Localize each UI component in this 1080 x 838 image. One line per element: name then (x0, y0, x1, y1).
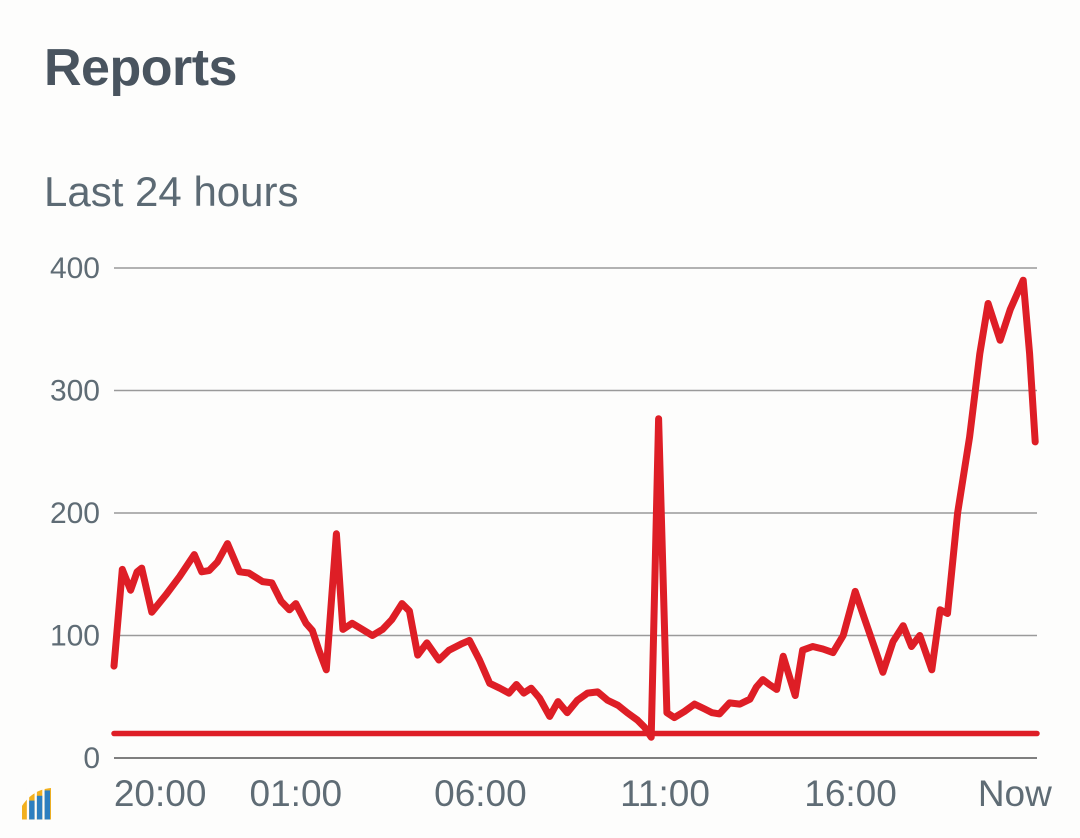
x-tick-label-Now: Now (978, 773, 1052, 814)
y-tick-label-0: 0 (83, 742, 100, 775)
x-tick-label-0100: 01:00 (250, 773, 343, 814)
logo-gap (42, 787, 45, 820)
x-tick-label-1100: 11:00 (620, 773, 710, 814)
chart-subtitle: Last 24 hours (44, 168, 299, 215)
logo-blue-bar (44, 790, 51, 820)
brand-logo-icon (22, 787, 51, 820)
logo-blue-bar (36, 795, 43, 820)
x-tick-label-2000: 20:00 (114, 773, 207, 814)
y-tick-label-400: 400 (50, 252, 100, 285)
y-tick-label-100: 100 (50, 620, 100, 653)
gridlines (114, 267, 1037, 759)
page-title: Reports (44, 39, 237, 97)
x-tick-label-1600: 16:00 (804, 773, 897, 814)
y-tick-label-300: 300 (50, 375, 100, 408)
x-tick-label-0600: 06:00 (434, 773, 527, 814)
x-axis-tick-labels: 20:00 01:00 06:00 11:00 16:00 Now (114, 773, 1052, 814)
logo-gap (34, 787, 37, 820)
y-tick-label-200: 200 (50, 497, 100, 530)
y-axis-tick-labels: 0 100 200 300 400 (50, 252, 100, 775)
logo-gap (26, 787, 30, 820)
series-line-reports (110, 276, 1039, 741)
logo-blue-bar (29, 800, 35, 820)
series-lines (110, 276, 1040, 741)
